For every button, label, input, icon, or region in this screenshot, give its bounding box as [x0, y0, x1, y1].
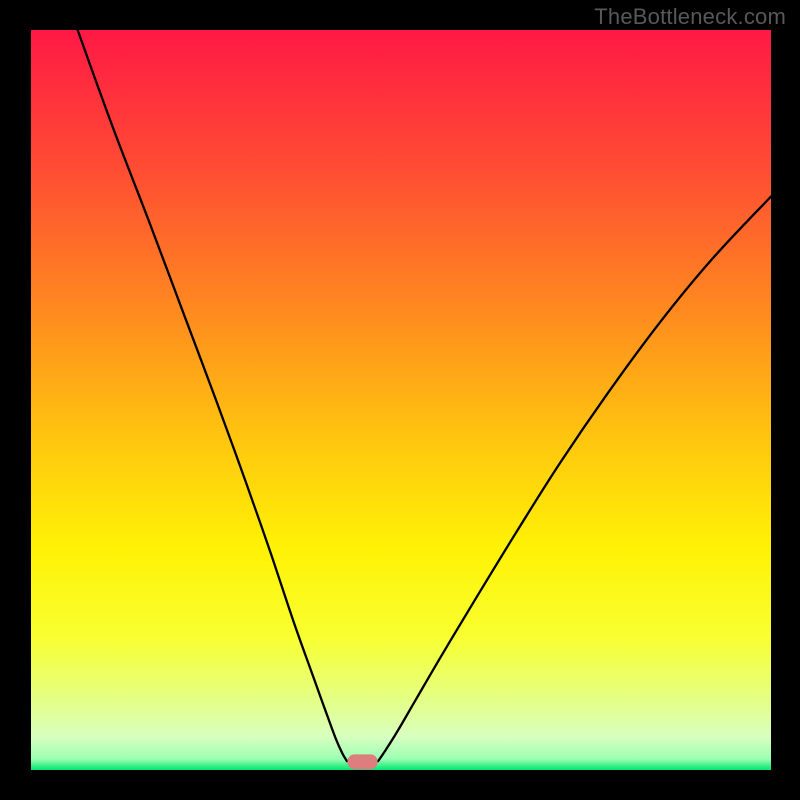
chart-frame: TheBottleneck.com: [0, 0, 800, 800]
bottleneck-chart: [0, 0, 800, 800]
watermark-text: TheBottleneck.com: [594, 4, 786, 30]
plot-background: [31, 30, 771, 770]
optimal-point-marker: [348, 754, 378, 769]
